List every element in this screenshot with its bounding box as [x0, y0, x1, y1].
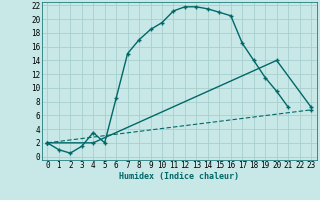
X-axis label: Humidex (Indice chaleur): Humidex (Indice chaleur): [119, 172, 239, 181]
